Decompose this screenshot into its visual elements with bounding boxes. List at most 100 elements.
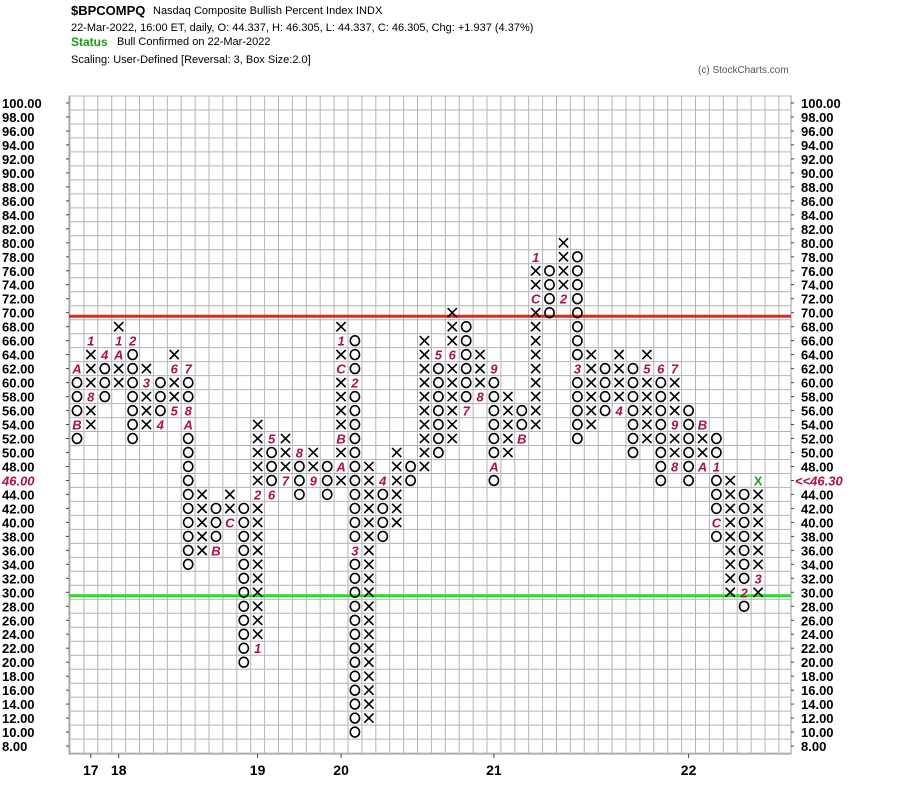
pnf-x-mark <box>725 517 736 528</box>
pnf-x-mark <box>641 419 653 430</box>
pnf-month-marker: 1 <box>532 250 539 265</box>
pnf-x-mark <box>474 377 486 388</box>
pnf-x-mark <box>252 559 263 570</box>
pnf-o-mark <box>655 474 667 487</box>
pnf-x-mark <box>586 363 597 374</box>
pnf-month-marker: 8 <box>671 460 679 475</box>
pnf-month-marker: 4 <box>100 348 109 363</box>
pnf-x-mark <box>252 531 263 542</box>
pnf-month-marker: 1 <box>115 334 122 349</box>
y-axis-label-right: 10.00 <box>801 725 834 740</box>
pnf-o-mark <box>572 293 583 305</box>
pnf-o-mark <box>711 474 722 487</box>
pnf-month-marker: 9 <box>310 474 318 489</box>
pnf-x-mark <box>85 419 96 430</box>
pnf-x-mark <box>363 517 375 528</box>
pnf-x-mark <box>697 447 708 458</box>
pnf-x-mark <box>502 447 514 458</box>
pnf-o-mark <box>182 488 194 501</box>
pnf-o-mark <box>349 335 361 347</box>
y-axis-label-left: 78.00 <box>2 250 35 265</box>
pnf-o-mark <box>683 404 694 417</box>
pnf-o-mark <box>182 516 194 529</box>
pnf-o-mark <box>238 586 250 598</box>
pnf-o-mark <box>460 348 472 361</box>
pnf-o-mark <box>544 307 555 319</box>
pnf-o-mark <box>238 572 250 584</box>
y-axis-label-left: 90.00 <box>2 166 35 181</box>
pnf-x-mark <box>113 377 124 388</box>
pnf-month-marker: 4 <box>614 404 623 419</box>
y-axis-label-right: 14.00 <box>801 697 834 712</box>
pnf-month-marker: 9 <box>671 418 679 433</box>
pnf-x-mark <box>613 363 625 374</box>
pnf-x-mark <box>725 475 736 486</box>
pnf-o-mark <box>432 376 444 389</box>
pnf-o-mark <box>321 460 333 473</box>
y-axis-label-right: 36.00 <box>801 543 834 558</box>
pnf-o-mark <box>572 376 583 389</box>
pnf-x-mark <box>224 503 235 514</box>
pnf-o-mark <box>182 474 194 487</box>
y-axis-label-left: 98.00 <box>2 110 35 125</box>
pnf-o-mark <box>182 558 194 570</box>
pnf-o-mark <box>349 684 361 696</box>
pnf-x-mark <box>280 433 291 444</box>
pnf-o-mark <box>238 628 250 640</box>
pnf-month-marker: 2 <box>128 334 137 349</box>
pnf-month-marker: B <box>72 418 81 433</box>
pnf-o-mark <box>683 432 694 445</box>
pnf-o-mark <box>99 362 111 375</box>
pnf-o-mark <box>210 502 222 515</box>
pnf-month-marker: 5 <box>643 362 651 377</box>
y-axis-label-left: 52.00 <box>2 432 35 447</box>
pnf-month-marker: 8 <box>185 404 193 419</box>
pnf-x-mark <box>391 503 402 514</box>
pnf-x-mark <box>141 363 152 374</box>
pnf-o-mark <box>349 572 361 584</box>
pnf-x-mark <box>419 377 430 388</box>
pnf-o-mark <box>627 376 639 389</box>
pnf-o-mark <box>460 362 472 375</box>
y-axis-label-left: 88.00 <box>2 180 35 195</box>
y-axis-label-left: 94.00 <box>2 138 35 153</box>
pnf-x-mark <box>363 573 375 584</box>
pnf-x-mark <box>391 517 402 528</box>
pnf-x-mark <box>419 419 430 430</box>
pnf-o-mark <box>349 516 361 529</box>
pnf-x-mark <box>725 489 736 500</box>
pnf-o-mark <box>71 432 83 445</box>
pnf-x-mark <box>447 419 458 430</box>
pnf-month-marker: C <box>225 515 235 530</box>
pnf-x-mark <box>669 433 680 444</box>
pnf-x-mark <box>335 447 347 458</box>
pnf-x-mark <box>419 363 430 374</box>
pnf-x-mark <box>530 405 541 416</box>
y-axis-label-right: 84.00 <box>801 208 834 223</box>
pnf-x-mark <box>530 349 541 360</box>
y-axis-label-right: 8.00 <box>801 739 826 754</box>
pnf-o-mark <box>99 390 111 403</box>
y-axis-label-left: 40.00 <box>2 515 35 530</box>
pnf-o-mark <box>349 404 361 417</box>
y-axis-label-left: 74.00 <box>2 278 35 293</box>
pnf-o-mark <box>432 390 444 403</box>
pnf-o-mark <box>544 265 555 277</box>
pnf-x-mark <box>363 657 375 668</box>
pnf-o-mark <box>238 614 250 626</box>
pnf-x-mark <box>419 405 430 416</box>
pnf-x-mark <box>363 601 375 612</box>
pnf-o-mark <box>349 502 361 515</box>
pnf-x-mark <box>363 615 375 626</box>
pnf-o-mark <box>655 376 667 389</box>
y-axis-label-right: 64.00 <box>801 348 834 363</box>
y-axis-label-right: 48.00 <box>801 460 834 475</box>
pnf-o-mark <box>488 474 500 487</box>
pnf-month-marker: 4 <box>378 474 387 489</box>
y-axis-label-left: 64.00 <box>2 348 35 363</box>
y-axis-label-right: 32.00 <box>801 571 834 586</box>
pnf-o-mark <box>627 418 639 431</box>
pnf-x-mark <box>196 545 208 556</box>
y-axis-label-left: 20.00 <box>2 655 35 670</box>
